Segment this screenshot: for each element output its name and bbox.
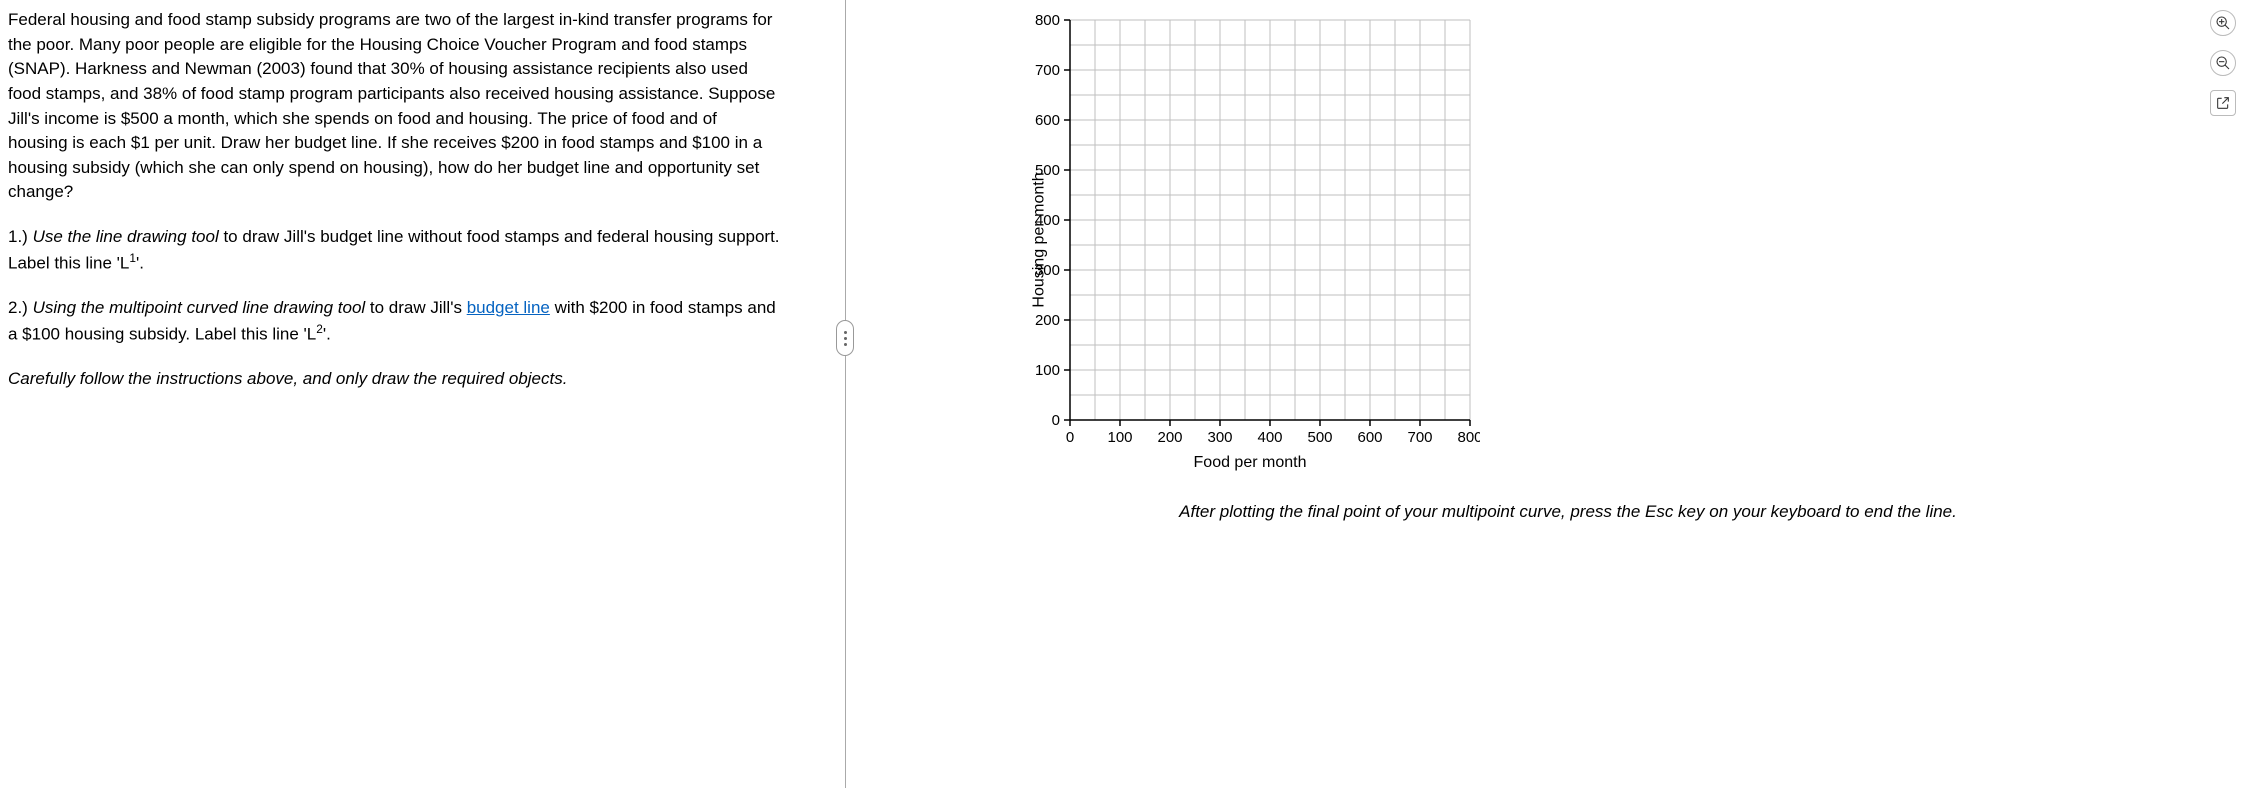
intro-paragraph: Federal housing and food stamp subsidy p… (8, 8, 780, 205)
q2-sup: 2 (316, 322, 323, 336)
chart-panel: Housing per month 0 100 200 300 400 500 600 700… (870, 0, 2246, 788)
svg-text:500: 500 (1307, 429, 1332, 446)
instruction-2: 2.) Using the multipoint curved line dra… (8, 296, 780, 347)
svg-text:200: 200 (1157, 429, 1182, 446)
zoom-out-button[interactable] (2210, 50, 2236, 76)
x-axis-label: Food per month (1020, 454, 1480, 472)
follow-instructions: Carefully follow the instructions above,… (8, 367, 780, 392)
svg-text:600: 600 (1357, 429, 1382, 446)
chart-toolbar (2210, 10, 2236, 116)
svg-text:800: 800 (1035, 12, 1060, 29)
panel-expander-handle[interactable] (836, 320, 854, 356)
svg-text:800: 800 (1457, 429, 1480, 446)
instruction-1: 1.) Use the line drawing tool to draw Ji… (8, 225, 780, 276)
main-container: Federal housing and food stamp subsidy p… (0, 0, 2246, 788)
q2-end: '. (323, 324, 331, 343)
svg-text:100: 100 (1035, 362, 1060, 379)
svg-text:700: 700 (1407, 429, 1432, 446)
q1-tool: Use the line drawing tool (33, 227, 219, 246)
svg-text:700: 700 (1035, 62, 1060, 79)
divider-column (820, 0, 870, 788)
vertical-divider (845, 0, 846, 788)
chart-wrap: Housing per month 0 100 200 300 400 500 600 700… (1020, 10, 1480, 470)
budget-line-link[interactable]: budget line (467, 298, 550, 317)
q2-tool: Using the multipoint curved line drawing… (33, 298, 366, 317)
q2-prefix: 2.) (8, 298, 33, 317)
svg-text:400: 400 (1257, 429, 1282, 446)
svg-text:200: 200 (1035, 312, 1060, 329)
chart-canvas[interactable]: 0100200300400500600700800010020030040050… (1020, 10, 1480, 450)
svg-text:0: 0 (1052, 412, 1060, 429)
zoom-in-icon (2215, 15, 2231, 31)
q1-end: '. (136, 253, 144, 272)
svg-text:300: 300 (1207, 429, 1232, 446)
svg-text:600: 600 (1035, 112, 1060, 129)
multipoint-hint: After plotting the final point of your m… (910, 500, 2226, 525)
zoom-out-icon (2215, 55, 2231, 71)
question-panel: Federal housing and food stamp subsidy p… (0, 0, 820, 788)
q2-mid: to draw Jill's (365, 298, 467, 317)
svg-text:100: 100 (1107, 429, 1132, 446)
y-axis-label: Housing per month (1031, 172, 1049, 307)
svg-text:0: 0 (1066, 429, 1074, 446)
q1-prefix: 1.) (8, 227, 33, 246)
zoom-in-button[interactable] (2210, 10, 2236, 36)
popout-icon (2215, 95, 2231, 111)
popout-button[interactable] (2210, 90, 2236, 116)
